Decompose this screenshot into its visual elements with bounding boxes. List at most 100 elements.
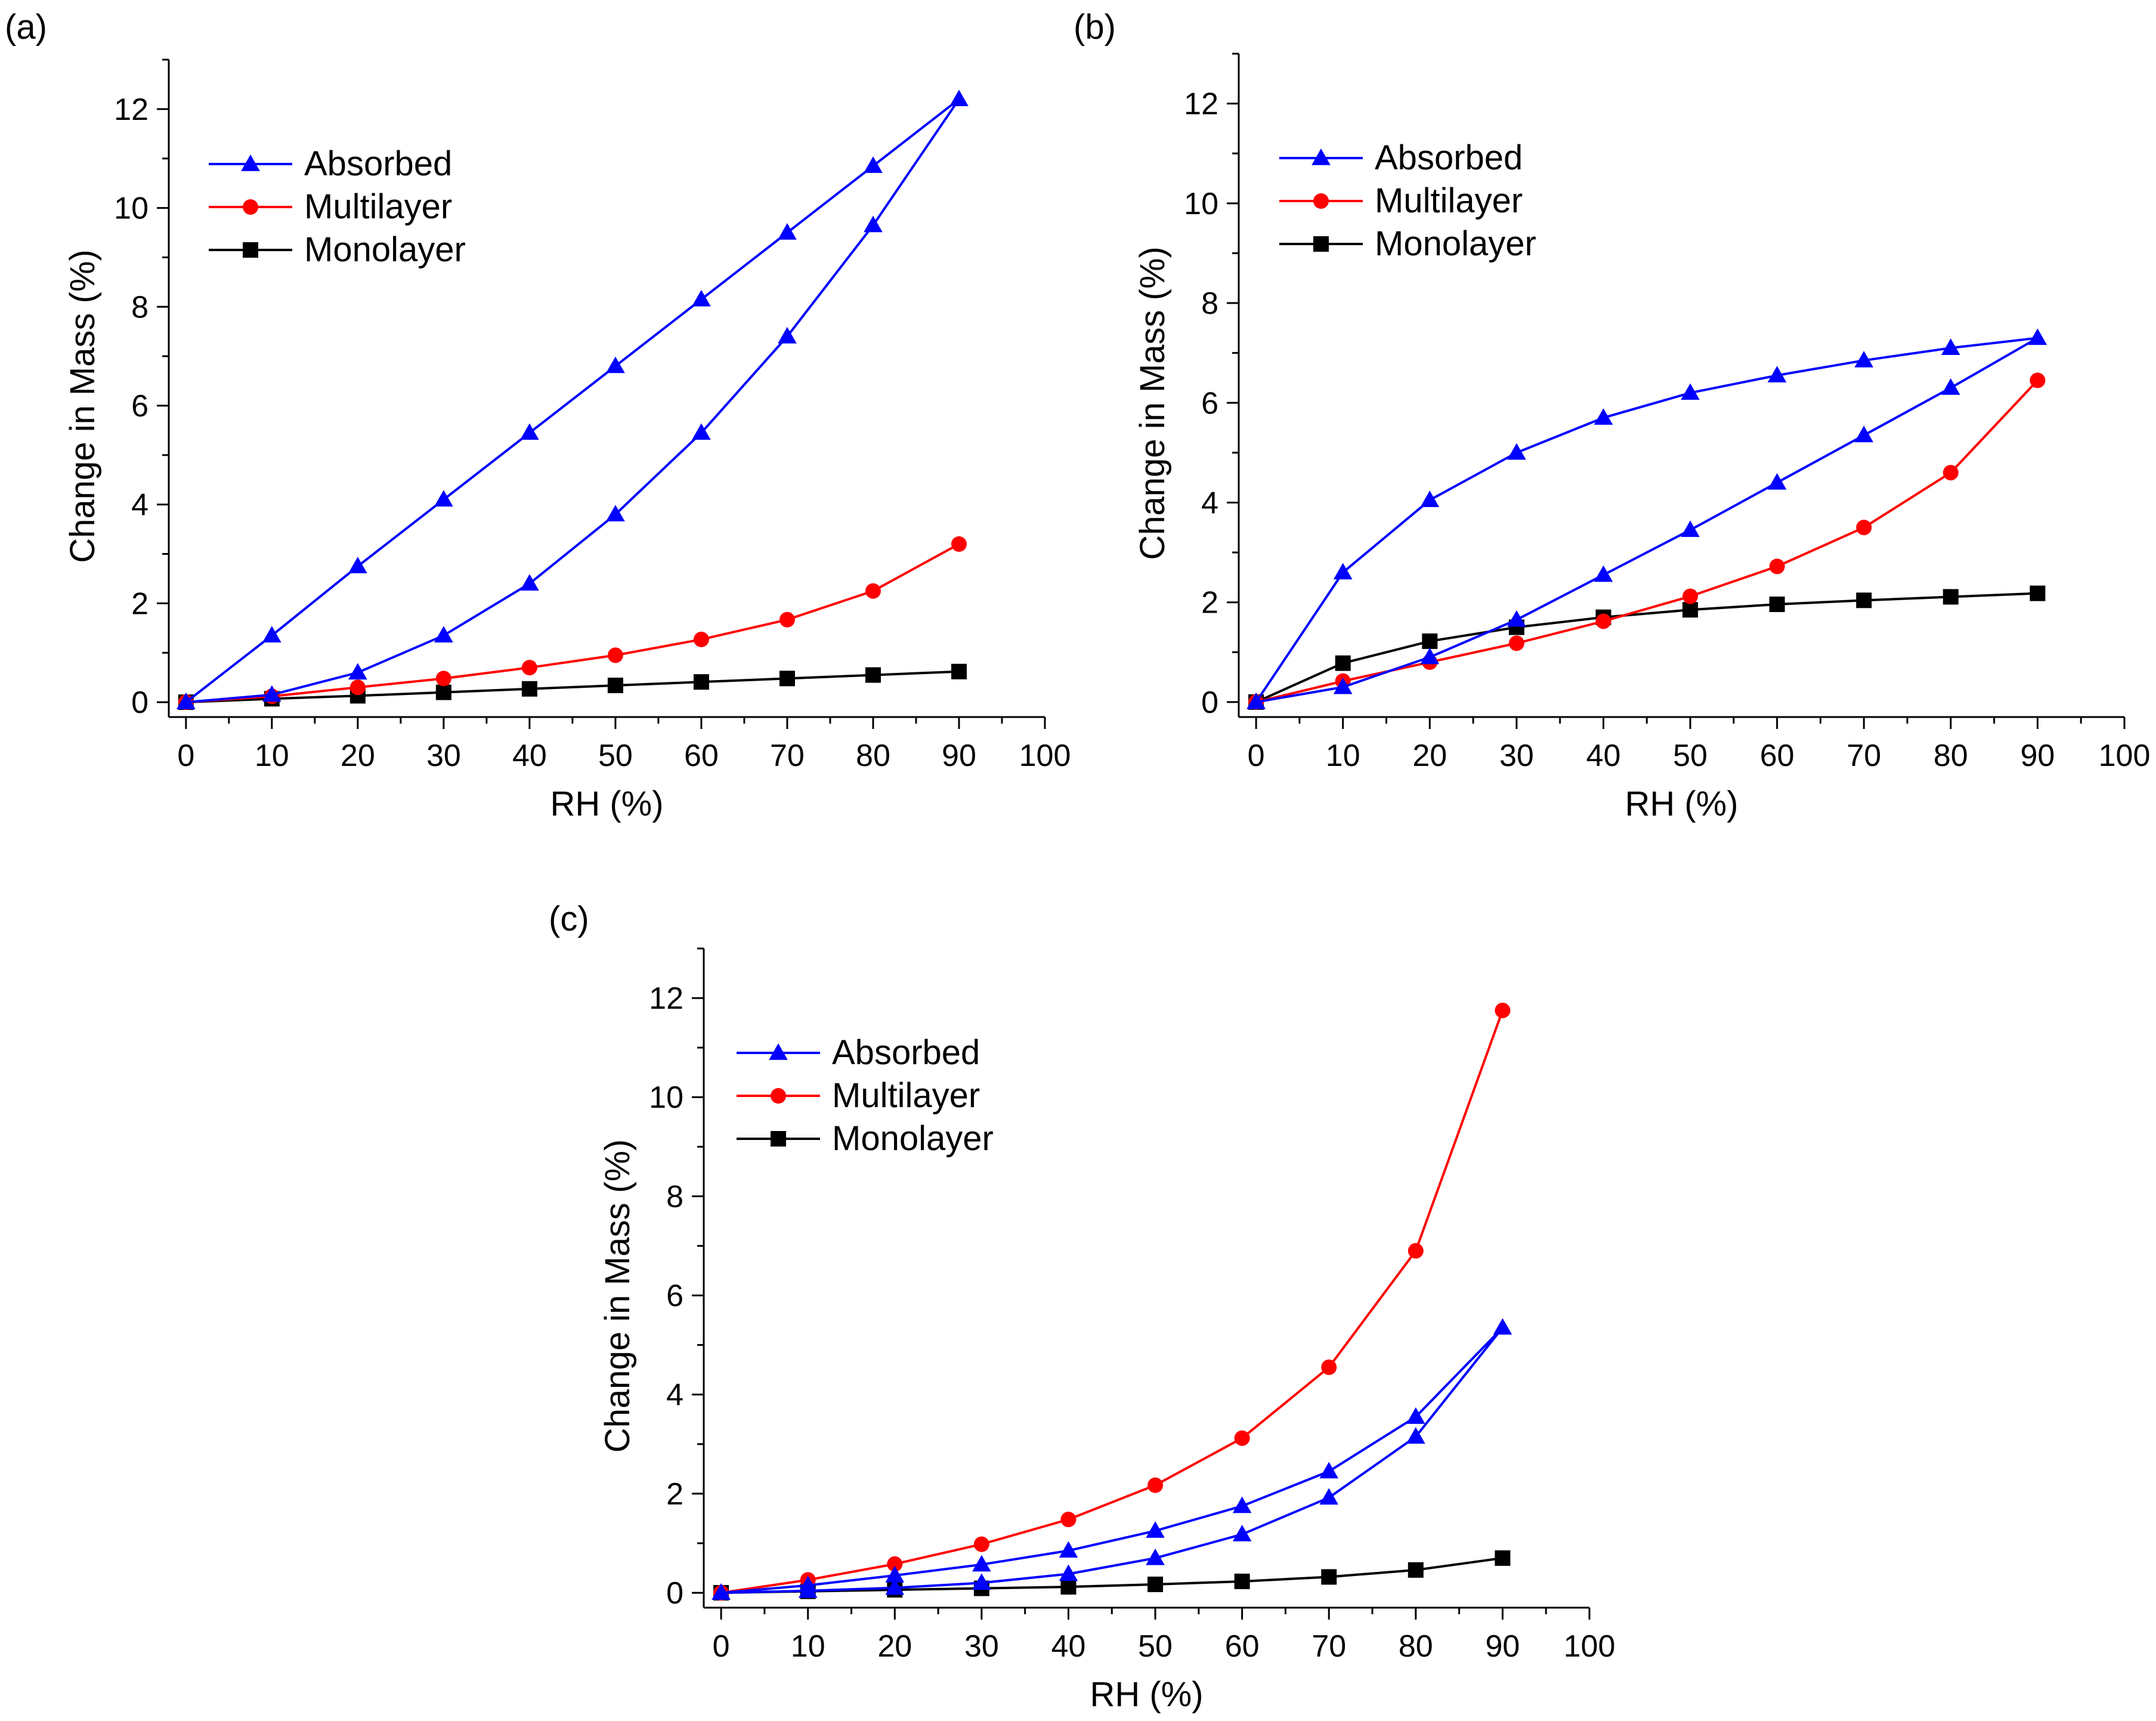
y-tick-label: 4	[1201, 486, 1218, 520]
x-tick-label: 100	[1564, 1629, 1616, 1664]
legend-label-absorbed: Absorbed	[832, 1033, 980, 1072]
panel-label: (b)	[1074, 8, 1116, 47]
data-point-absorbed	[885, 1578, 905, 1595]
legend-marker-absorbed	[1311, 149, 1331, 165]
data-point-multilayer	[435, 671, 451, 687]
data-point-absorbed	[434, 490, 453, 507]
y-tick-label: 4	[666, 1378, 683, 1413]
x-tick-label: 40	[1586, 739, 1621, 773]
series-line-multilayer	[1255, 379, 2039, 703]
y-tick-label: 0	[131, 685, 149, 720]
data-point-absorbed	[1594, 408, 1613, 425]
data-point-absorbed	[1854, 351, 1874, 367]
x-tick-label: 90	[942, 739, 976, 773]
legend-label-monolayer: Monolayer	[832, 1119, 994, 1158]
data-point-monolayer	[1856, 592, 1872, 608]
y-tick-label: 10	[1184, 187, 1218, 221]
data-point-absorbed	[712, 1583, 731, 1600]
data-point-monolayer	[693, 674, 709, 690]
data-point-multilayer	[1942, 465, 1959, 481]
x-tick-label: 70	[1311, 1629, 1346, 1664]
series-line-multilayer	[720, 1010, 1504, 1595]
data-point-absorbed	[972, 1573, 991, 1590]
data-point-multilayer	[1769, 558, 1785, 574]
data-point-absorbed	[1232, 1525, 1252, 1541]
data-point-absorbed	[692, 423, 711, 440]
data-point-monolayer	[1942, 589, 1959, 605]
y-tick-label: 12	[649, 981, 683, 1016]
data-point-monolayer	[1408, 1562, 1424, 1578]
y-axis-label: Change in Mass (%)	[63, 249, 102, 563]
data-point-monolayer	[1234, 1573, 1250, 1589]
series-line-absorbed	[185, 98, 960, 704]
series-multilayer	[1248, 372, 2046, 710]
data-point-absorbed	[348, 557, 367, 573]
panel-label: (c)	[549, 900, 589, 938]
data-point-absorbed	[1406, 1427, 1425, 1444]
data-point-absorbed	[864, 156, 883, 173]
series-line-absorbed	[1255, 336, 2039, 703]
data-point-absorbed	[262, 685, 282, 702]
legend: Absorbed Multilayer Monolayer	[737, 1033, 994, 1158]
data-point-absorbed	[1333, 563, 1353, 580]
y-tick-label: 2	[1201, 586, 1218, 620]
data-point-monolayer	[607, 677, 623, 693]
data-point-absorbed	[1941, 378, 1960, 395]
x-tick-label: 20	[877, 1629, 912, 1664]
x-axis-label: RH (%)	[550, 784, 663, 823]
data-point-multilayer	[865, 583, 881, 599]
x-tick-label: 30	[426, 739, 461, 773]
data-point-monolayer	[1682, 602, 1699, 618]
data-point-multilayer	[349, 679, 366, 696]
chart-panel-3: 0 10 20 30 40 50 60 70 80 90 100 0 2 4 6 8 10 12 RH (%) Cha…	[549, 900, 1615, 1714]
x-tick-label: 0	[1248, 739, 1265, 773]
x-tick-label: 30	[964, 1629, 999, 1664]
data-point-monolayer	[779, 671, 795, 687]
data-point-absorbed	[1941, 338, 1960, 356]
data-point-absorbed	[434, 626, 453, 642]
series-monolayer	[1248, 585, 2046, 710]
data-point-absorbed	[1507, 610, 1526, 627]
x-tick-label: 60	[1225, 1629, 1260, 1664]
data-point-absorbed	[1767, 366, 1787, 382]
x-axis-label: RH (%)	[1090, 1675, 1203, 1714]
data-point-multilayer	[693, 631, 709, 647]
y-tick-label: 2	[666, 1477, 683, 1512]
x-tick-label: 60	[684, 739, 719, 773]
x-tick-label: 10	[791, 1629, 825, 1664]
x-tick-label: 30	[1499, 739, 1534, 773]
series-absorbed	[712, 1318, 1512, 1600]
data-point-monolayer	[521, 681, 537, 697]
legend-marker-multilayer	[771, 1088, 786, 1104]
legend-marker-monolayer	[243, 242, 258, 258]
data-point-multilayer	[887, 1556, 903, 1572]
data-point-absorbed	[1232, 1496, 1252, 1513]
series-multilayer	[178, 536, 967, 710]
legend-label-multilayer: Multilayer	[1375, 181, 1523, 220]
x-tick-label: 0	[177, 739, 194, 773]
y-axis-label: Change in Mass (%)	[1133, 246, 1172, 560]
x-tick-label: 0	[713, 1629, 730, 1664]
y-tick-label: 0	[1201, 685, 1218, 720]
y-tick-label: 8	[1201, 286, 1218, 321]
x-tick-label: 40	[512, 739, 547, 773]
y-tick-label: 12	[114, 92, 149, 127]
legend-marker-absorbed	[241, 155, 260, 171]
chart-panel-1: 0 10 20 30 40 50 60 70 80 90 100 0 2 4 6 8 10 12 RH (%) Cha…	[5, 8, 1071, 823]
data-point-multilayer	[1234, 1430, 1250, 1446]
x-tick-label: 70	[770, 739, 805, 773]
data-point-multilayer	[521, 660, 537, 676]
series-absorbed	[1246, 328, 2047, 709]
data-point-monolayer	[2030, 585, 2046, 601]
data-point-absorbed	[520, 574, 539, 591]
data-point-absorbed	[1059, 1541, 1078, 1558]
panel-label: (a)	[5, 8, 47, 47]
data-point-absorbed	[1507, 443, 1526, 460]
y-tick-label: 10	[649, 1080, 683, 1115]
data-point-monolayer	[1335, 655, 1351, 671]
data-point-multilayer	[951, 536, 967, 552]
data-point-monolayer	[951, 663, 967, 679]
data-point-multilayer	[1147, 1477, 1164, 1493]
data-point-multilayer	[1060, 1512, 1077, 1528]
